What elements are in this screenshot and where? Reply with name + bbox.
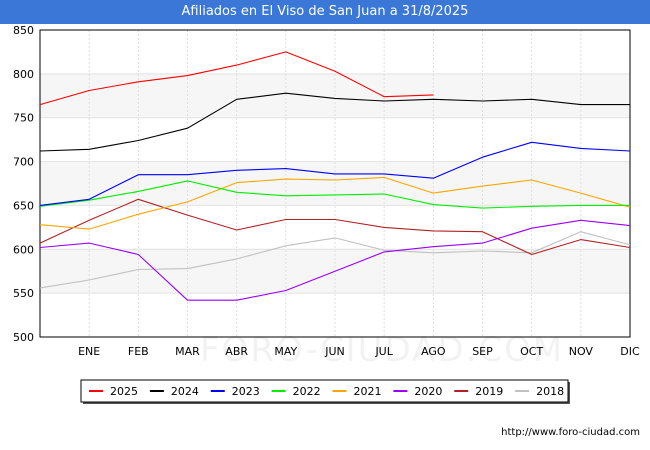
series-line-2021 <box>39 176 631 230</box>
series-line-2020 <box>39 219 631 301</box>
series-line-2023 <box>39 141 631 206</box>
legend-label: 2022 <box>293 385 321 398</box>
y-tick-label: 750 <box>13 112 34 125</box>
legend: 2025 2024 2023 2022 2021 2020 2019 2018 <box>80 379 570 404</box>
legend-label: 2020 <box>414 385 442 398</box>
x-tick-label: SEP <box>472 345 493 358</box>
x-tick-label: ABR <box>225 345 248 358</box>
legend-label: 2021 <box>354 385 382 398</box>
legend-label: 2019 <box>475 385 503 398</box>
legend-box <box>80 379 569 403</box>
legend-label: 2024 <box>171 385 199 398</box>
x-tick-label: MAR <box>175 345 200 358</box>
series-line-2018 <box>39 231 631 289</box>
x-tick-label: ENE <box>78 345 100 358</box>
y-tick-label: 650 <box>13 199 34 212</box>
x-tick-label: JUN <box>324 345 345 358</box>
x-tick-label: MAY <box>274 345 297 358</box>
x-tick-label: FEB <box>128 345 149 358</box>
plot-border <box>39 29 631 338</box>
legend-label: 2018 <box>536 385 564 398</box>
chart-title: Afiliados en El Viso de San Juan a 31/8/… <box>0 0 650 24</box>
series-lines <box>39 51 631 301</box>
y-tick-label: 500 <box>13 331 34 344</box>
series-line-2024 <box>39 92 630 152</box>
x-tick-label: OCT <box>520 345 543 358</box>
tick-labels: 500 550 600 650 700 750 800 850 ENE FEB MAR ABR MAY J… <box>13 24 640 358</box>
series-line-2025 <box>39 51 434 106</box>
watermark: FORO-CIUDAD.COM <box>200 330 565 370</box>
series-line-2019 <box>39 198 631 256</box>
series-line-2022 <box>39 180 630 209</box>
x-tick-label: DIC <box>620 345 640 358</box>
y-tick-label: 550 <box>13 287 34 300</box>
y-tick-label: 700 <box>13 156 34 169</box>
axes <box>39 29 631 338</box>
y-tick-label: 850 <box>13 24 34 37</box>
legend-label: 2023 <box>232 385 260 398</box>
x-tick-label: AGO <box>421 345 446 358</box>
footer-url[interactable]: http://www.foro-ciudad.com <box>501 427 640 438</box>
y-tick-label: 600 <box>13 243 34 256</box>
legend-label: 2025 <box>110 385 138 398</box>
x-tick-label: JUL <box>374 345 393 358</box>
y-tick-label: 800 <box>13 68 34 81</box>
x-tick-label: NOV <box>569 345 594 358</box>
